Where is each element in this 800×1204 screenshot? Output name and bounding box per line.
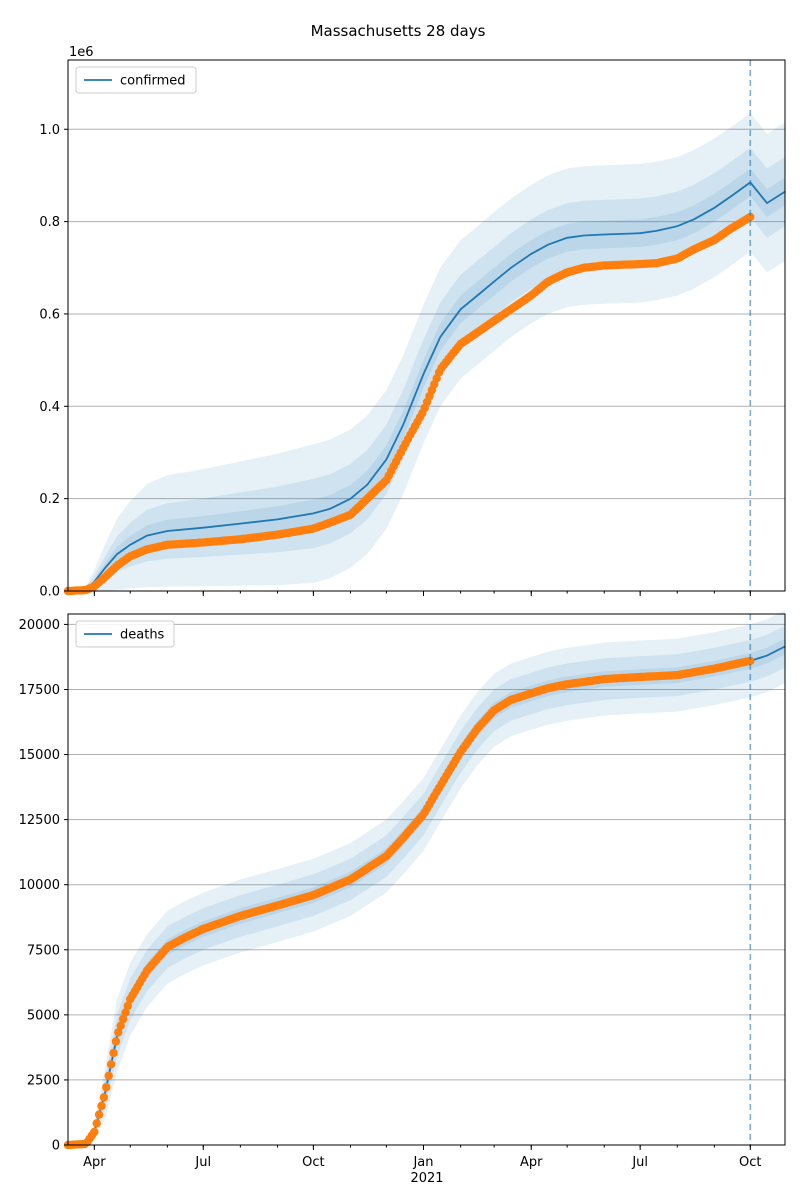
x-tick-label: Apr [520,1155,543,1170]
x-tick-label: Jul [194,1155,211,1170]
x-tick-label: Jan [412,1155,433,1170]
y-ticks: 0.0 0.2 0.4 0.6 0.8 1.0 [39,123,68,600]
legend: confirmed [75,66,197,94]
y-tick-label: 0.8 [39,215,60,230]
uncertainty-band [68,610,785,1145]
observed-point [94,1110,104,1119]
observed-point [121,1008,130,1017]
y-tick-label: 0.4 [39,400,60,415]
y-tick-label: 0.0 [39,585,60,600]
gridlines [68,623,785,1081]
y-tick-label: 2500 [27,1073,60,1088]
y-tick-label: 0.6 [39,307,60,322]
model-line-deaths [67,645,786,1146]
observed-point [97,1101,106,1111]
x-year-label: 2021 [410,1171,443,1186]
gridlines [68,128,785,500]
observed-points-confirmed [63,212,755,596]
y-tick-label: 12500 [19,813,60,828]
observed-point [106,1060,116,1069]
legend-box [75,66,197,94]
legend-label-deaths: deaths [120,628,165,643]
panel-confirmed: 0.0 0.2 0.4 0.6 0.8 1.0 1e6 confirmed [39,45,786,600]
legend-box [75,620,175,648]
model-line-confirmed [67,181,786,592]
observed-point [92,1119,101,1128]
plot-frame [67,613,786,1146]
x-tick-label: Oct [739,1155,761,1170]
uncertainty-band [68,113,785,591]
x-tick-label: Oct [302,1155,324,1170]
y-tick-label: 10000 [19,878,60,893]
observed-point [102,1083,111,1092]
chart-title: Massachusetts 28 days [311,22,486,40]
uncertainty-bands [68,113,785,591]
observed-point [99,1093,109,1102]
plot-frame [67,59,786,592]
y-ticks: 0 2500 5000 7500 10000 12500 15000 17500 20000 [19,618,68,1154]
legend: deaths [75,620,175,648]
y-tick-label: 20000 [19,618,60,633]
observed-point [746,212,755,222]
y-tick-label: 7500 [27,943,60,958]
uncertainty-band [68,638,785,1145]
observed-point [90,1127,99,1137]
y-tick-label: 17500 [19,683,60,698]
y-tick-label: 15000 [19,748,60,763]
uncertainty-bands [68,610,785,1145]
x-ticks [93,591,751,596]
y-offset-label: 1e6 [69,45,94,60]
observed-point [111,1037,121,1046]
observed-point [746,656,755,666]
y-tick-label: 0.2 [39,492,60,507]
panel-deaths: 0 2500 5000 7500 10000 12500 15000 17500 20000 A… [19,610,786,1170]
x-tick-label: Jul [631,1155,648,1170]
observed-point [116,1021,125,1030]
y-tick-label: 5000 [27,1008,60,1023]
x-ticks: Apr Jul Oct Jan Apr Jul Oct [83,1145,762,1170]
uncertainty-band [68,625,785,1145]
legend-label-confirmed: confirmed [120,74,186,89]
observed-point [114,1028,123,1037]
observed-points-deaths [63,656,755,1150]
observed-point [123,1001,132,1011]
x-tick-label: Apr [83,1155,106,1170]
observed-point [109,1048,118,1058]
y-tick-label: 0 [52,1139,60,1154]
uncertainty-band [68,168,785,591]
y-tick-label: 1.0 [39,123,60,138]
observed-point [104,1071,113,1081]
observed-point [118,1014,128,1024]
